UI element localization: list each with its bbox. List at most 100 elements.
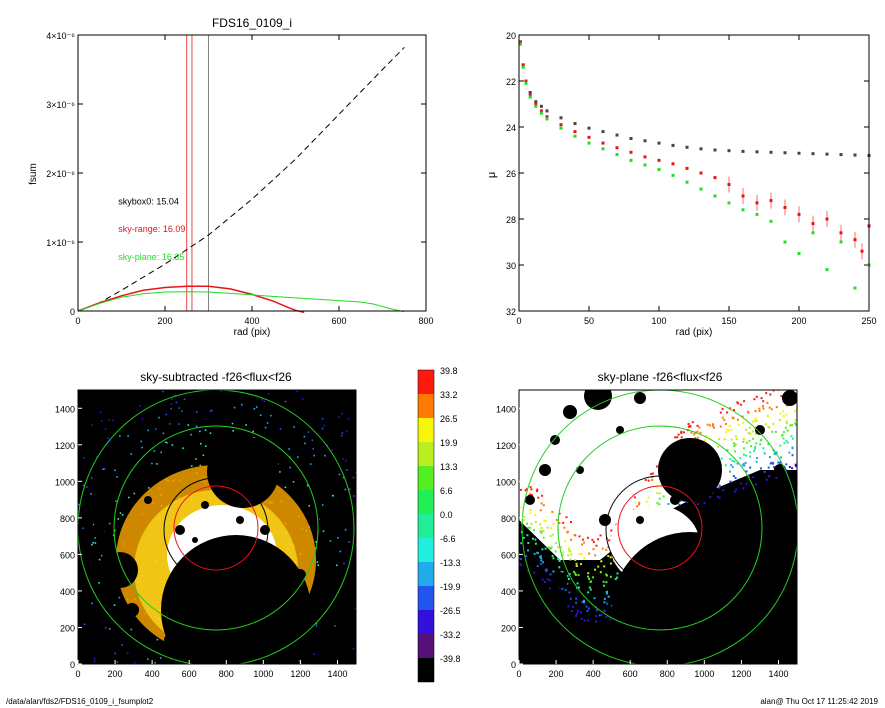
p4-xtick-label: 1200: [731, 669, 751, 679]
panel3-noise-pixel: [219, 390, 222, 392]
panel4-band-pixel: [785, 463, 788, 466]
panel4-frame: [518, 389, 798, 665]
panel4-band-pixel: [545, 570, 548, 573]
panel3-noise-pixel: [253, 408, 256, 410]
colorbar-swatch-6: [418, 514, 434, 538]
panel3-mask-circle: [306, 486, 314, 494]
panel3-noise-pixel: [284, 400, 287, 403]
panel3-noise-pixel: [334, 625, 336, 627]
panel4-band-pixel: [767, 415, 770, 418]
panel3-noise-pixel: [154, 428, 157, 430]
panel2-point-0: [528, 91, 532, 94]
panel4-band-pixel: [780, 395, 783, 398]
panel4-band-pixel: [536, 552, 539, 555]
panel4-mask-circle: [605, 565, 615, 575]
panel4-band-pixel: [539, 530, 542, 533]
panel2-point-0: [559, 116, 563, 120]
panel3-mask-circle: [116, 466, 124, 474]
panel2-point-2: [601, 147, 605, 151]
panel2-point-1: [545, 115, 549, 119]
panel4-mask-circle: [599, 514, 611, 526]
panel3-noise-pixel: [245, 424, 247, 426]
panel3-noise-pixel: [289, 466, 291, 469]
panel2-point-1: [539, 109, 543, 113]
panel4-white-region: [519, 390, 797, 560]
panel4-band-pixel: [696, 430, 699, 433]
panel4-band-pixel: [723, 438, 726, 441]
panel2-point-0: [811, 152, 815, 156]
panel4-band-pixel: [575, 601, 578, 604]
panel4-band-pixel: [718, 496, 721, 499]
panel4-band-pixel: [524, 489, 527, 492]
panel3-noise-pixel: [252, 430, 254, 433]
panel4-band-pixel: [785, 439, 788, 442]
panel4-band-pixel: [771, 461, 774, 464]
panel3-noise-pixel: [168, 423, 171, 425]
panel4-band-pixel: [611, 604, 613, 607]
panel4-band-pixel: [610, 562, 612, 565]
panel3-noise-pixel: [313, 454, 315, 457]
panel4-band-pixel: [606, 574, 608, 577]
panel4-band-pixel: [523, 518, 525, 521]
panel4-band-pixel: [749, 432, 752, 435]
panel1-vertical-lines: [186, 35, 209, 311]
panel1-annotation-1: sky-range: 16.09: [118, 224, 185, 234]
panel4-band-pixel: [781, 434, 784, 437]
panel4-band-pixel: [536, 565, 539, 568]
panel4-band-pixel: [616, 576, 619, 579]
panel4-band-pixel: [755, 460, 758, 463]
panel4-band-pixel: [605, 615, 608, 618]
panel4-mask-circle: [550, 435, 560, 445]
panel1-series: [77, 47, 405, 314]
panel4-band-pixel: [754, 445, 757, 448]
colorbar-swatch-0: [418, 370, 434, 394]
panel3-mask-circle: [201, 501, 209, 509]
panel3-frame: [77, 389, 357, 665]
panel3-mask-circle: [175, 525, 185, 535]
panel4-band-pixel: [575, 562, 578, 565]
panel3-noise-pixel: [297, 456, 299, 458]
panel4-yticks: 0 200 400 600 800 1000 1200 1400: [496, 404, 523, 670]
panel2-point-0: [671, 143, 675, 147]
panel2-point-0: [657, 141, 661, 145]
panel2-point-0: [534, 100, 538, 104]
panel3-noise-pixel: [141, 446, 143, 449]
panel2-point-2: [853, 286, 857, 290]
panel3-noise-pixel: [232, 430, 234, 432]
panel4-band-pixel: [586, 609, 589, 612]
panel4-band-pixel: [734, 450, 737, 453]
panel4-band-pixel: [567, 605, 570, 608]
panel4-mask-circle: [755, 425, 765, 435]
panel4-band-pixel: [772, 449, 775, 452]
panel2-point-0: [825, 152, 829, 156]
panel3-noise-pixel: [104, 626, 107, 629]
panel3-noise-pixel: [156, 463, 158, 465]
panel2-point-2: [657, 168, 661, 172]
panel4-band-pixel: [718, 438, 720, 441]
panel3-noise-pixel: [141, 417, 144, 420]
panel2-point-1: [811, 222, 815, 226]
panel4-band-pixel: [529, 526, 532, 529]
panel2-point-0: [601, 130, 605, 134]
panel4-band-pixel: [543, 580, 546, 583]
panel2-ytick-label: 32: [506, 307, 516, 317]
panel4-band-pixel: [752, 430, 755, 433]
panel2-point-0: [797, 151, 801, 155]
panel1-ytick-label: 2×10⁻⁶: [46, 169, 75, 179]
panel4-band-pixel: [541, 529, 544, 532]
panel4-band-pixel: [533, 529, 535, 532]
panel4-band-pixel: [603, 584, 605, 587]
panel3-noise-pixel: [267, 393, 270, 395]
p3-xtick-label: 400: [145, 669, 160, 679]
panel4-band-pixel: [762, 405, 764, 408]
panel4-band-pixel: [730, 429, 733, 432]
panel4-band-pixel: [699, 431, 702, 434]
panel4-band-pixel: [779, 461, 782, 464]
panel3-noise-pixel: [190, 433, 192, 436]
panel4-band-pixel: [579, 611, 582, 614]
panel3-noise-pixel: [352, 476, 355, 479]
colorbar-swatch-4: [418, 466, 434, 490]
panel3-noise-pixel: [102, 468, 105, 470]
panel4-band-pixel: [771, 430, 774, 433]
panel4-band-pixel: [519, 488, 522, 491]
